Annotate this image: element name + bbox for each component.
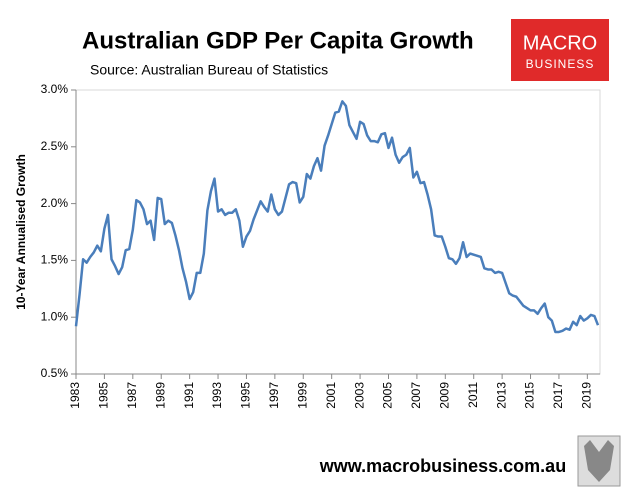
x-tick-label: 1989 xyxy=(153,382,167,409)
y-tick-label: 0.5% xyxy=(41,366,69,380)
footer: www.macrobusiness.com.au xyxy=(319,456,566,476)
x-tick-label: 1995 xyxy=(239,382,253,409)
x-tick-label: 1997 xyxy=(267,382,281,409)
x-tick-label: 1985 xyxy=(97,382,111,409)
x-tick-label: 1987 xyxy=(125,382,139,409)
chart-subtitle: Source: Australian Bureau of Statistics xyxy=(90,62,328,78)
x-tick-label: 2015 xyxy=(523,382,537,409)
y-axis-label: 10-Year Annualised Growth xyxy=(14,154,28,310)
logo-text: BUSINESS xyxy=(526,57,595,71)
chart-title: Australian GDP Per Capita Growth xyxy=(82,27,474,54)
data-line xyxy=(74,100,600,334)
x-tick-label: 2011 xyxy=(466,382,480,408)
y-tick-label: 3.0% xyxy=(41,82,69,96)
x-tick-label: 1999 xyxy=(295,382,309,409)
x-tick-label: 2005 xyxy=(381,382,395,409)
x-tick-label: 2019 xyxy=(580,382,594,409)
x-tick-label: 2013 xyxy=(494,382,508,409)
x-tick-label: 1993 xyxy=(210,382,224,409)
x-tick-label: 1983 xyxy=(68,382,82,409)
x-tick-label: 2007 xyxy=(409,382,423,409)
x-tick-label: 2001 xyxy=(324,382,338,409)
y-tick-label: 1.5% xyxy=(41,253,69,267)
y-tick-label: 2.5% xyxy=(41,139,69,153)
x-tick-label: 2003 xyxy=(352,382,366,409)
x-tick-label: 2009 xyxy=(437,382,451,409)
x-tick-label: 1991 xyxy=(182,382,196,409)
y-tick-label: 2.0% xyxy=(41,196,69,210)
y-tick-label: 1.0% xyxy=(41,309,69,323)
logo-text: MACRO xyxy=(523,32,597,54)
x-tick-label: 2017 xyxy=(551,382,565,409)
logo-box xyxy=(511,19,609,81)
wolf-icon xyxy=(584,440,614,482)
